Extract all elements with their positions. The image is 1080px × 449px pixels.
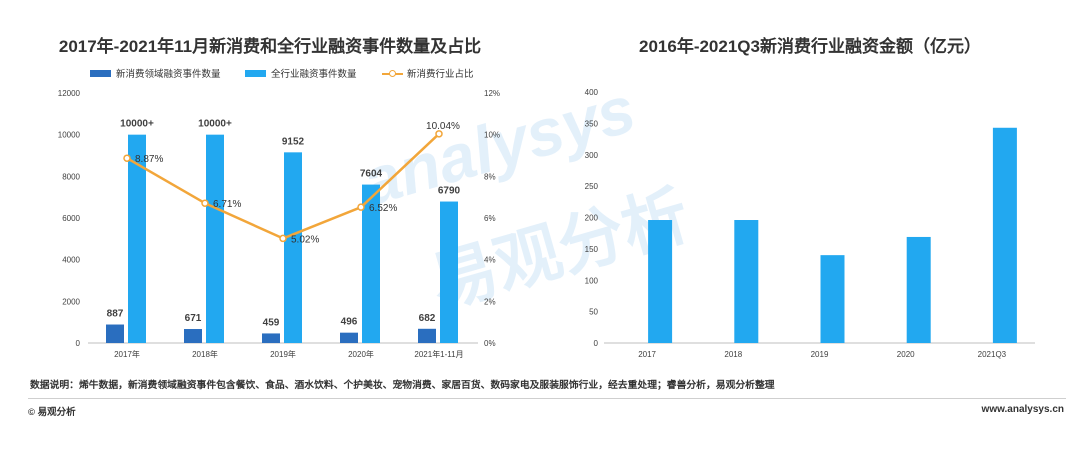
right-y-tick-label: 12% bbox=[484, 89, 500, 98]
all-industry-events-bar bbox=[206, 134, 224, 343]
all-industry-events-bar bbox=[362, 184, 380, 343]
right-chart-x-category-label: 2021Q3 bbox=[978, 350, 1007, 359]
footer-divider bbox=[28, 398, 1066, 399]
left-chart-title: 2017年-2021年11月新消费和全行业融资事件数量及占比 bbox=[58, 37, 482, 56]
right-chart-y-tick-label: 150 bbox=[585, 245, 599, 254]
right-y-tick-label: 6% bbox=[484, 214, 496, 223]
left-y-tick-label: 12000 bbox=[58, 89, 81, 98]
right-chart-y-tick-label: 250 bbox=[585, 182, 599, 191]
new-consumer-share-value-label: 6.52% bbox=[369, 203, 397, 214]
all-industry-events-value-label: 9152 bbox=[282, 136, 305, 147]
left-x-category-label: 2020年 bbox=[348, 349, 374, 359]
new-consumer-events-bar bbox=[106, 324, 124, 343]
all-industry-events-value-label: 7604 bbox=[360, 169, 383, 180]
right-chart-y-tick-label: 0 bbox=[594, 339, 599, 348]
financing-amount-bar bbox=[734, 220, 759, 343]
right-chart-y-tick-label: 100 bbox=[585, 276, 599, 285]
new-consumer-share-point bbox=[123, 154, 131, 162]
new-consumer-share-point bbox=[279, 234, 287, 243]
legend-item-new-consumer-share: 新消费行业占比 bbox=[382, 67, 474, 80]
legend-item-new-consumer-events: 新消费领域融资事件数量 bbox=[90, 67, 221, 80]
right-y-tick-label: 2% bbox=[484, 297, 496, 306]
left-y-tick-label: 8000 bbox=[62, 172, 80, 181]
financing-amount-bar bbox=[992, 127, 1017, 343]
legend-label-all-industry-events: 全行业融资事件数量 bbox=[271, 69, 357, 80]
right-chart-y-tick-label: 350 bbox=[585, 119, 599, 128]
left-y-tick-label: 6000 bbox=[62, 214, 80, 223]
right-y-tick-label: 0% bbox=[484, 339, 496, 348]
new-consumer-share-point bbox=[357, 203, 365, 211]
new-consumer-share-value-label: 8.87% bbox=[135, 154, 163, 165]
new-consumer-share-point bbox=[435, 130, 443, 138]
right-chart-x-category-label: 2017 bbox=[638, 350, 656, 359]
new-consumer-events-value-label: 671 bbox=[185, 313, 202, 324]
right-chart-y-tick-label: 50 bbox=[589, 308, 598, 317]
new-consumer-events-value-label: 496 bbox=[341, 317, 358, 328]
right-y-tick-label: 4% bbox=[484, 256, 496, 265]
charts-canvas: analysys易观分析0200040006000800010000120000… bbox=[58, 71, 1035, 359]
new-consumer-share-value-label: 5.02% bbox=[291, 234, 319, 245]
financing-amount-bar bbox=[648, 220, 673, 343]
right-chart-x-category-label: 2019 bbox=[811, 350, 829, 359]
new-consumer-events-bar bbox=[340, 332, 358, 343]
financing-amount-bar bbox=[820, 255, 845, 343]
right-chart-y-tick-label: 400 bbox=[585, 88, 599, 97]
new-consumer-share-point bbox=[201, 199, 209, 207]
left-x-category-label: 2021年1-11月 bbox=[414, 349, 463, 359]
all-industry-events-bar bbox=[284, 152, 302, 343]
right-chart-y-tick-label: 300 bbox=[585, 151, 599, 160]
new-consumer-events-value-label: 459 bbox=[263, 317, 280, 328]
legend-swatch-new-consumer-events bbox=[90, 69, 111, 77]
data-source-note: 数据说明：烯牛数据，新消费领域融资事件包含餐饮、食品、酒水饮料、个护美妆、宠物消… bbox=[30, 380, 775, 391]
left-y-tick-label: 2000 bbox=[62, 297, 80, 306]
right-chart-y-tick-label: 200 bbox=[585, 214, 599, 223]
left-x-category-label: 2018年 bbox=[192, 349, 218, 359]
right-y-tick-label: 10% bbox=[484, 131, 500, 140]
right-chart: 0 50 100 150 200 250 300 350 400 2017 2018 2019 2020… bbox=[585, 88, 1035, 359]
right-chart-x-category-label: 2018 bbox=[724, 350, 742, 359]
website-url[interactable]: www.analysys.cn bbox=[981, 404, 1064, 415]
legend-swatch-all-industry-events bbox=[245, 69, 266, 77]
all-industry-events-value-label: 6790 bbox=[438, 186, 461, 197]
right-chart-title: 2016年-2021Q3新消费行业融资金额（亿元） bbox=[639, 37, 981, 56]
financing-amount-bar bbox=[906, 236, 931, 343]
new-consumer-events-value-label: 887 bbox=[107, 309, 124, 320]
legend-label-new-consumer-share: 新消费行业占比 bbox=[407, 69, 474, 80]
new-consumer-events-bar bbox=[184, 329, 202, 343]
copyright-text: © 易观分析 bbox=[28, 407, 76, 418]
new-consumer-share-value-label: 10.04% bbox=[426, 121, 460, 132]
left-chart: 0 2000 4000 6000 8000 10000 12000 0% 2% 4% 6% 8% 10%… bbox=[58, 89, 500, 359]
all-industry-events-value-label: 10000+ bbox=[198, 119, 232, 130]
legend-item-all-industry-events: 全行业融资事件数量 bbox=[245, 67, 357, 80]
left-y-tick-label: 10000 bbox=[58, 131, 81, 140]
new-consumer-events-value-label: 682 bbox=[419, 313, 436, 324]
new-consumer-events-bar bbox=[418, 328, 436, 343]
all-industry-events-bar bbox=[128, 134, 146, 343]
legend-swatch-new-consumer-share bbox=[382, 69, 403, 78]
left-y-tick-label: 0 bbox=[76, 339, 81, 348]
new-consumer-events-bar bbox=[262, 333, 280, 343]
all-industry-events-value-label: 10000+ bbox=[120, 119, 154, 130]
right-chart-x-category-label: 2020 bbox=[897, 350, 915, 359]
right-y-tick-label: 8% bbox=[484, 172, 496, 181]
legend-label-new-consumer-events: 新消费领域融资事件数量 bbox=[116, 69, 221, 80]
left-x-category-label: 2019年 bbox=[270, 349, 296, 359]
left-x-category-label: 2017年 bbox=[114, 349, 140, 359]
new-consumer-share-value-label: 6.71% bbox=[213, 199, 241, 210]
all-industry-events-bar bbox=[440, 201, 458, 343]
left-y-tick-label: 4000 bbox=[62, 256, 80, 265]
